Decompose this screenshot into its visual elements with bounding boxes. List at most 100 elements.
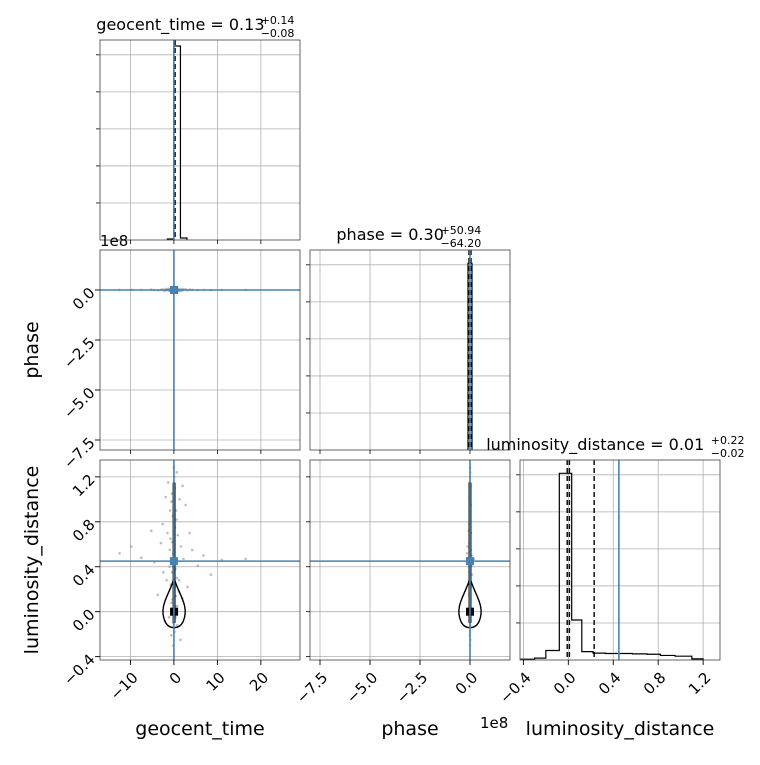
sample-point [165,578,168,582]
sample-point [175,471,179,474]
x-tick-label: 0.0 [452,669,482,699]
title-lower-error: −0.08 [261,27,295,40]
sample-point [164,495,167,499]
sample-point [196,564,200,567]
y-tick-label: 0.0 [69,605,99,635]
sample-point [209,573,213,576]
sample-point [244,557,247,561]
sample-point [175,518,178,521]
x-tick-label: −5.0 [343,669,381,707]
x-axis-label-geocent_time: geocent_time [135,718,264,740]
sample-point [162,571,165,574]
panel-frame [519,459,721,661]
sample-point [169,537,172,540]
title-upper-error: +0.14 [261,14,295,27]
x-tick-label: 0 [166,669,185,688]
y-axis-label-luminosity_distance: luminosity_distance [21,466,43,655]
title-lower-error: −64.20 [441,237,482,250]
scatter-content [100,460,300,660]
sample-point [167,616,171,619]
truth-marker [466,557,474,566]
scatter-content [100,250,300,450]
truth-marker [169,286,178,294]
histogram-panel-phase: phase = 0.30+50.94−64.20 [306,224,511,451]
title-main: luminosity_distance = 0.01 [486,435,704,455]
y-tick-label: −0.4 [60,650,98,688]
x-tick-label: −7.5 [293,669,331,707]
sample-point [176,533,180,537]
sample-point [177,578,181,582]
x-axis-phase: −7.5 −5.0 −2.5 0.0 phase 1e8 [293,660,508,740]
sample-point [150,529,153,533]
truth-marker [169,557,178,566]
sample-point [175,604,179,608]
title-lower-error: −0.02 [711,447,745,460]
x-tick-label: −10 [107,669,142,704]
sample-point [170,601,173,604]
x-tick-label: 10 [202,669,228,695]
x-tick-label: 0.0 [550,669,580,699]
panel-title-geocent_time: geocent_time = 0.13+0.14−0.08 [96,14,294,40]
panel-title-luminosity_distance: luminosity_distance = 0.01 +0.22−0.02 [486,434,744,460]
x-axis-label-phase: phase [381,718,438,740]
x-tick-label: −2.5 [393,669,431,707]
sample-point [179,545,183,548]
y-tick-label: 0.8 [69,516,99,546]
scatter-panel-geocent_time-phase [99,249,301,451]
sample-point [166,531,169,535]
sample-point [202,554,205,557]
scatter-panel-phase-luminosity_distance [309,459,511,661]
x-tick-label: 1.2 [685,669,715,699]
sample-point [140,556,143,560]
y-axis-luminosity_distance: −0.4 0.0 0.4 0.8 1.2 luminosity_distance [21,466,100,689]
sample-point [161,522,164,526]
panel-frame [99,459,301,661]
scatter-content [310,460,510,660]
panel-title-phase: phase = 0.30+50.94−64.20 [336,224,481,250]
y-tick-label: −2.5 [60,334,98,372]
sample-point [179,638,182,642]
x-tick-label: 20 [246,669,272,695]
sample-point [175,576,179,580]
x-axis-label-luminosity_distance: luminosity_distance [526,718,715,740]
title-main: geocent_time = 0.13 [96,15,264,35]
y-offset-label: 1e8 [100,232,128,250]
x-tick-label: 0.8 [640,669,670,699]
sample-point [181,484,184,488]
y-tick-label: 0.0 [69,284,99,314]
sample-point [168,548,172,552]
title-main: phase = 0.30 [336,225,443,244]
sample-point [159,541,163,545]
y-axis-label-phase: phase [21,321,43,378]
histogram-bars [166,45,188,240]
histogram-panel-luminosity_distance: luminosity_distance = 0.01 +0.22−0.02 [486,434,745,661]
y-tick-label: 1.2 [69,471,99,501]
sample-point [184,503,187,507]
sample-point [168,565,171,569]
sample-point [168,509,172,512]
scatter-panel-geocent_time-luminosity_distance [99,459,301,661]
x-tick-label: 0.4 [595,669,625,699]
y-tick-label: −5.0 [60,384,98,422]
x-axis-geocent_time: −10 0 10 20 geocent_time [107,660,272,740]
panel-frame [309,459,511,661]
sample-point [182,557,185,561]
sample-point [156,593,160,597]
sample-point [190,548,194,552]
title-upper-error: +0.22 [711,434,745,447]
histogram-bars [520,472,704,660]
y-tick-label: −7.5 [60,434,98,472]
title-upper-error: +50.94 [441,224,482,237]
sample-point [466,545,469,548]
x-axis-luminosity_distance: −0.4 0.0 0.4 0.8 1.2 luminosity_distance [496,660,714,740]
sample-point [188,531,191,535]
x-tick-label: −0.4 [496,669,534,707]
sample-point [170,500,173,503]
panel-frame [99,39,301,241]
sample-point [166,481,170,484]
y-tick-label: 0.4 [69,561,99,591]
sample-point [186,585,189,589]
sample-point [118,551,121,555]
